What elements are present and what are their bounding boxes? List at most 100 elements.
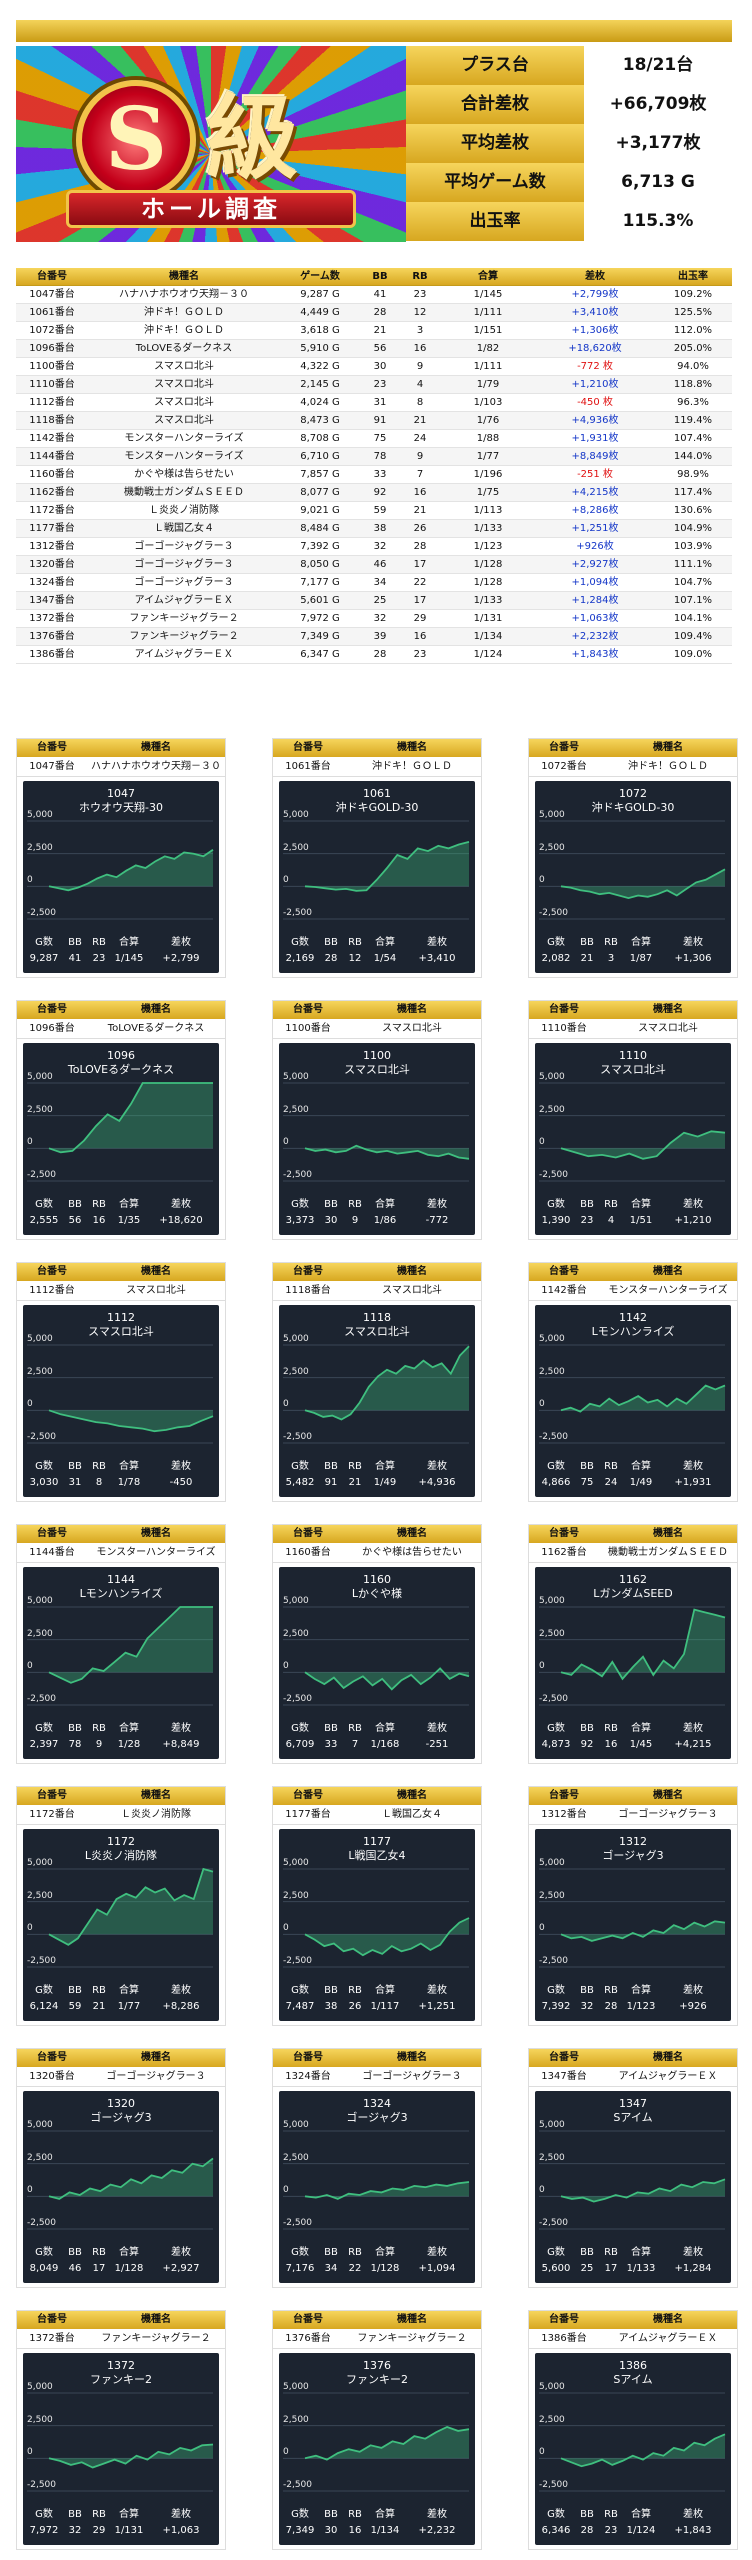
chart-area (561, 1609, 725, 1679)
table-cell: +1,094枚 (571, 577, 619, 588)
table-cell: +2,927枚 (571, 559, 619, 570)
chart-line (560, 1608, 726, 1681)
chart-panel: 5,000 2,500 0 -2,500 1160 Lかぐや様 G数 6,709 BB 33 RB 7… (279, 1567, 475, 1759)
card-slot-number: 1144番台 (29, 1547, 75, 1558)
table-cell: 78 (373, 451, 387, 462)
chart-slot-number: 1312 (619, 1835, 647, 1848)
chart-y-tick-label: 5,000 (283, 810, 309, 820)
chart-panel: 5,000 2,500 0 -2,500 1072 沖ドキGOLD-30 G数 2,082 BB… (535, 781, 731, 973)
chart-y-tick-label: -2,500 (27, 908, 57, 918)
machine-card[interactable]: 台番号 機種名 1061番台 沖ドキ！ＧＯＬＤ 5,000 2,500 0 -2,500 106… (272, 738, 482, 978)
card-machine-name: Ｌ炎炎ノ消防隊 (121, 1809, 191, 1820)
table-cell: 1160番台 (29, 469, 75, 480)
chart-machine-short-name: 沖ドキGOLD-30 (335, 801, 419, 814)
summary-value: +3,177枚 (584, 124, 732, 163)
chart-svg (27, 2130, 214, 2230)
machine-card[interactable]: 台番号 機種名 1172番台 Ｌ炎炎ノ消防隊 5,000 2,500 0 -2,500 1172… (16, 1786, 226, 2026)
chart-stat-value: 46 (68, 2263, 82, 2274)
chart-panel: 5,000 2,500 0 -2,500 1162 LガンダムSEED G数 4,873 BB 9… (535, 1567, 731, 1759)
machine-card[interactable]: 台番号 機種名 1177番台 Ｌ戦国乙女４ 5,000 2,500 0 -2,500 1177 L… (272, 1786, 482, 2026)
chart-slot-number: 1118 (363, 1311, 391, 1324)
chart-stat-label: RB (92, 2247, 106, 2258)
table-cell: ハナハナホウオウ天翔－３０ (119, 289, 249, 300)
table-cell: 24 (413, 433, 427, 444)
machine-card[interactable]: 台番号 機種名 1096番台 ToLOVEるダークネス 5,000 2,500 0 -2,50… (16, 1000, 226, 1240)
summary-row: 平均ゲーム数 6,713 G (406, 163, 732, 202)
chart-slot-number: 1177 (363, 1835, 391, 1848)
chart-stat-value: 7 (351, 1739, 359, 1750)
table-cell: 21 (413, 415, 427, 426)
chart-stat-value: 1/123 (626, 2001, 656, 2012)
card-header-slot-label: 台番号 (549, 742, 579, 753)
card-header: 台番号 機種名 (17, 2049, 225, 2067)
chart-stat-label: 合算 (119, 937, 139, 948)
chart-machine-short-name: ファンキー2 (346, 2373, 408, 2386)
machine-card[interactable]: 台番号 機種名 1376番台 ファンキージャグラー２ 5,000 2,500 0 -2,500… (272, 2310, 482, 2550)
chart-svg (539, 1606, 726, 1706)
machine-card[interactable]: 台番号 機種名 1324番台 ゴーゴージャグラー３ 5,000 2,500 0 -2,500 1… (272, 2048, 482, 2288)
chart-line (48, 2443, 214, 2469)
card-header: 台番号 機種名 (17, 1525, 225, 1543)
chart-slot-number: 1096 (107, 1049, 135, 1062)
chart-stat-value: 2,397 (29, 1739, 59, 1750)
card-subheader: 1372番台 ファンキージャグラー２ (17, 2329, 225, 2349)
card-subheader: 1072番台 沖ドキ！ＧＯＬＤ (529, 757, 737, 777)
hero-logo: S 級 ホール調査 (36, 56, 386, 232)
chart-stat-label: 合算 (375, 1723, 395, 1734)
chart-stat-value: +1,063 (162, 2525, 200, 2536)
chart-stat-label: G数 (35, 1723, 53, 1734)
chart-stat-label: G数 (547, 2247, 565, 2258)
chart-stat-value: 75 (580, 1477, 594, 1488)
chart-y-tick-label: 2,500 (27, 1366, 53, 1377)
card-machine-name: Ｌ戦国乙女４ (382, 1809, 442, 1820)
machine-card[interactable]: 台番号 機種名 1100番台 スマスロ北斗 5,000 2,500 0 -2,500 1100 ス… (272, 1000, 482, 1240)
chart-stat-label: RB (604, 1723, 618, 1734)
chart-y-tick-label: -2,500 (27, 1956, 57, 1966)
machine-card[interactable]: 台番号 機種名 1386番台 アイムジャグラーＥＸ 5,000 2,500 0 -2,500 1… (528, 2310, 738, 2550)
card-header-machine-label: 機種名 (141, 1004, 171, 1015)
machine-card[interactable]: 台番号 機種名 1144番台 モンスターハンターライズ 5,000 2,500 0 -2,50… (16, 1524, 226, 1764)
machine-card[interactable]: 台番号 機種名 1347番台 アイムジャグラーＥＸ 5,000 2,500 0 -2,500 1… (528, 2048, 738, 2288)
card-header: 台番号 機種名 (17, 1001, 225, 1019)
machine-card[interactable]: 台番号 機種名 1047番台 ハナハナホウオウ天翔－３０ 5,000 2,500 0 -2,5… (16, 738, 226, 978)
chart-stat-value: +1,094 (418, 2263, 456, 2274)
card-header-slot-label: 台番号 (549, 1004, 579, 1015)
chart-stat-value: 8,049 (29, 2263, 59, 2274)
machine-card[interactable]: 台番号 機種名 1072番台 沖ドキ！ＧＯＬＤ 5,000 2,500 0 -2,500 107… (528, 738, 738, 978)
card-header-machine-label: 機種名 (653, 2052, 683, 2063)
summary-row: 出玉率 115.3% (406, 202, 732, 241)
table-cell: +3,410枚 (571, 307, 619, 318)
machine-card[interactable]: 台番号 機種名 1160番台 かぐや様は告らせたい 5,000 2,500 0 -2,500 1… (272, 1524, 482, 1764)
chart-line (304, 2426, 470, 2461)
chart-y-tick-label: 0 (283, 1399, 289, 1410)
table-cell: 103.9% (673, 541, 713, 552)
card-subheader: 1312番台 ゴーゴージャグラー３ (529, 1805, 737, 1825)
table-cell: アイムジャグラーＥＸ (134, 595, 234, 606)
machine-card[interactable]: 台番号 機種名 1112番台 スマスロ北斗 5,000 2,500 0 -2,500 1112 ス… (16, 1262, 226, 1502)
machine-card[interactable]: 台番号 機種名 1312番台 ゴーゴージャグラー３ 5,000 2,500 0 -2,500 1… (528, 1786, 738, 2026)
machine-card[interactable]: 台番号 機種名 1118番台 スマスロ北斗 5,000 2,500 0 -2,500 1118 ス… (272, 1262, 482, 1502)
chart-slot-number: 1061 (363, 787, 391, 800)
chart-y-tick-label: 2,500 (283, 2152, 309, 2163)
chart-panel: 5,000 2,500 0 -2,500 1096 ToLOVEるダークネス G数 2,555… (23, 1043, 219, 1235)
table-cell: 21 (413, 505, 427, 516)
table-cell: 119.4% (673, 415, 713, 426)
machine-card[interactable]: 台番号 機種名 1110番台 スマスロ北斗 5,000 2,500 0 -2,500 1110 ス… (528, 1000, 738, 1240)
summary-value: 18/21台 (584, 46, 732, 85)
card-machine-name: スマスロ北斗 (126, 1285, 186, 1296)
chart-stat-value: 28 (604, 2001, 618, 2012)
table-cell: 32 (373, 613, 387, 624)
machine-card[interactable]: 台番号 機種名 1162番台 機動戦士ガンダムＳＥＥＤ 5,000 2,500 0 -2,50… (528, 1524, 738, 1764)
machine-card[interactable]: 台番号 機種名 1142番台 モンスターハンターライズ 5,000 2,500 0 -2,50… (528, 1262, 738, 1502)
table-cell: 4,322 G (300, 361, 340, 372)
machine-card[interactable]: 台番号 機種名 1320番台 ゴーゴージャグラー３ 5,000 2,500 0 -2,500 1… (16, 2048, 226, 2288)
machine-card[interactable]: 台番号 機種名 1372番台 ファンキージャグラー２ 5,000 2,500 0 -2,500… (16, 2310, 226, 2550)
table-cell: 7,857 G (300, 469, 340, 480)
chart-stat-value: +1,284 (674, 2263, 712, 2274)
chart-stat-value: 17 (604, 2263, 618, 2274)
chart-slot-number: 1072 (619, 787, 647, 800)
chart-stat-value: 16 (92, 1215, 106, 1226)
chart-line (560, 1384, 726, 1413)
chart-stat-label: 合算 (631, 1199, 651, 1210)
chart-stat-value: 1/78 (117, 1477, 141, 1488)
